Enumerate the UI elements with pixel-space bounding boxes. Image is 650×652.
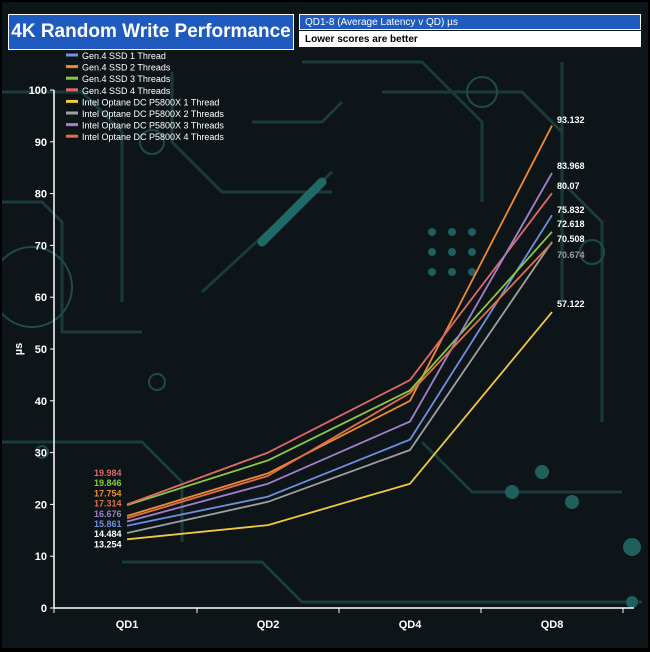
chart-note: Lower scores are better	[299, 31, 641, 47]
x-tick-label: QD4	[399, 619, 423, 631]
legend-entry: Intel Optane DC P5800X 3 Threads	[82, 121, 224, 131]
data-label-qd8: 83.968	[557, 161, 585, 171]
y-tick-label: 80	[35, 189, 47, 201]
legend-entry: Gen.4 SSD 3 Threads	[82, 74, 171, 84]
data-label-qd1: 17.314	[94, 499, 122, 509]
legend-entry: Intel Optane DC P5800X 4 Threads	[82, 132, 224, 142]
y-tick-label: 60	[35, 292, 47, 304]
y-tick-label: 90	[35, 137, 47, 149]
data-label-qd8: 80.07	[557, 181, 580, 191]
y-tick-label: 40	[35, 396, 47, 408]
series-line	[126, 241, 553, 534]
series-line	[126, 192, 553, 506]
data-label-qd8: 72.618	[557, 219, 585, 229]
chart-subtitle: QD1-8 (Average Latency v QD) µs	[299, 14, 641, 30]
data-label-qd1: 17.754	[94, 488, 122, 498]
y-tick-label: 100	[29, 85, 47, 97]
series-line	[126, 311, 553, 541]
series-line	[126, 231, 553, 507]
legend-entry: Gen.4 SSD 2 Threads	[82, 63, 171, 73]
data-label-qd1: 19.846	[94, 478, 122, 488]
chart-title: 4K Random Write Performance	[8, 14, 294, 50]
legend-entry: Gen.4 SSD 4 Threads	[82, 86, 171, 96]
y-tick-label: 50	[35, 344, 47, 356]
y-tick-label: 0	[41, 603, 47, 615]
y-tick-label: 70	[35, 240, 47, 252]
x-tick-label: QD1	[116, 619, 139, 631]
y-tick-label: 10	[35, 551, 47, 563]
data-label-qd1: 13.254	[94, 539, 122, 549]
series-line	[126, 242, 553, 520]
y-tick-label: 30	[35, 448, 47, 460]
x-tick-label: QD8	[541, 619, 564, 631]
data-label-qd1: 14.484	[94, 529, 122, 539]
data-label-qd1: 19.984	[94, 468, 122, 478]
series-line	[126, 125, 553, 517]
data-label-qd8: 93.132	[557, 115, 585, 125]
data-label-qd1: 15.861	[94, 519, 122, 529]
data-label-qd8: 70.674	[557, 250, 585, 260]
series-line	[126, 214, 553, 527]
x-tick-label: QD2	[257, 619, 280, 631]
y-tick-label: 20	[35, 499, 47, 511]
data-label-qd8: 70.508	[557, 234, 585, 244]
legend-entry: Gen.4 SSD 1 Thread	[82, 51, 166, 61]
series-line	[126, 172, 553, 523]
data-label-qd1: 16.676	[94, 509, 122, 519]
legend-entry: Intel Optane DC P5800X 1 Thread	[82, 97, 219, 107]
legend-entry: Intel Optane DC P5800X 2 Threads	[82, 109, 224, 119]
data-label-qd8: 75.832	[557, 205, 585, 215]
y-axis-label: µs	[13, 343, 25, 355]
data-label-qd8: 57.122	[557, 299, 585, 309]
